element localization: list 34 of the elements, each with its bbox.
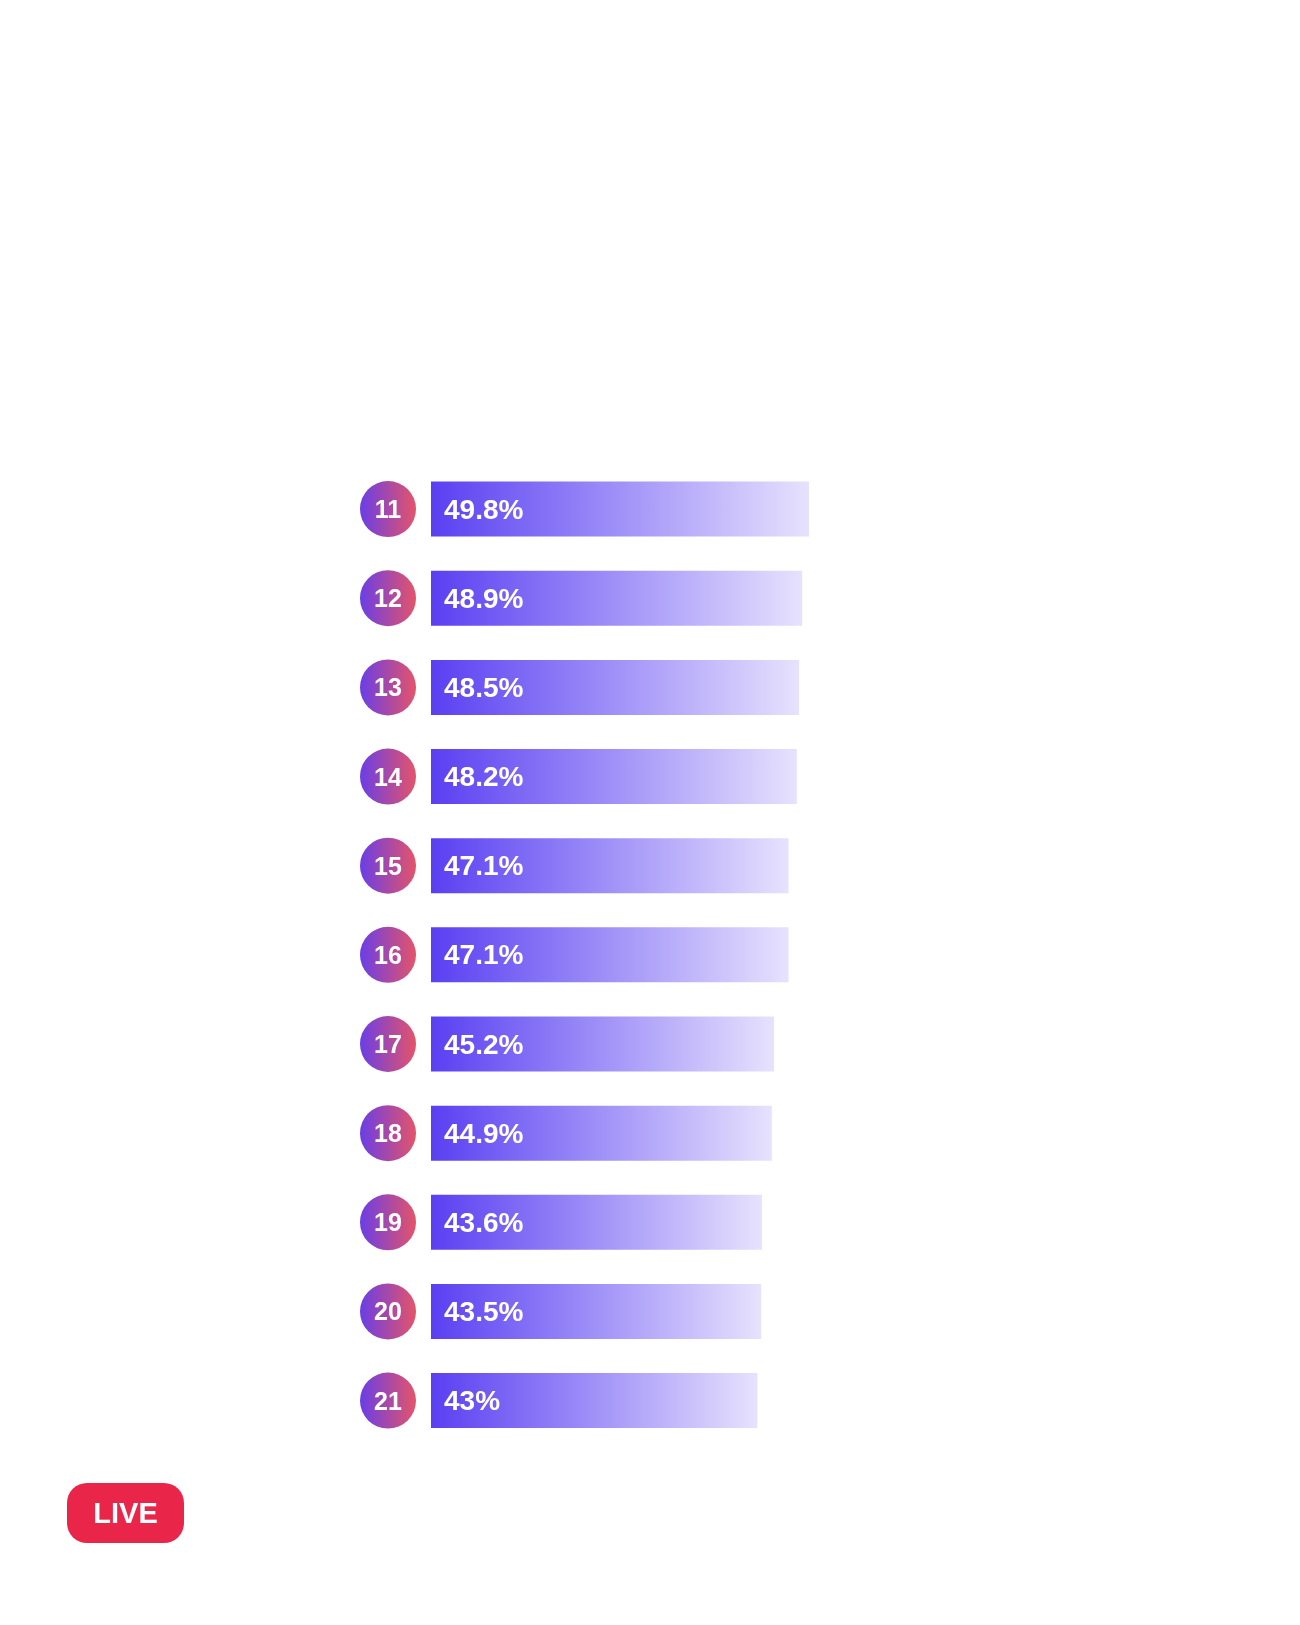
y-tick-label: 20 — [374, 1297, 402, 1326]
y-tick-label: 16 — [374, 940, 402, 969]
data-label: 48.5% — [444, 671, 524, 703]
bar — [431, 749, 797, 805]
data-label: 48.9% — [444, 582, 524, 614]
bar — [431, 1105, 772, 1161]
data-label: 47.1% — [444, 850, 524, 882]
data-label: 43.6% — [444, 1206, 524, 1238]
data-label: 43% — [444, 1385, 501, 1417]
data-label: 44.9% — [444, 1117, 524, 1149]
data-label: 48.2% — [444, 761, 524, 793]
y-tick-label: 15 — [374, 851, 402, 880]
badge: LIVE — [67, 1483, 184, 1543]
y-tick-label: 11 — [374, 495, 402, 524]
bar — [431, 481, 809, 537]
bar — [431, 1016, 775, 1072]
y-tick-label: 12 — [374, 584, 402, 613]
bar — [431, 659, 800, 715]
y-tick-label: 19 — [374, 1208, 402, 1237]
bar — [431, 1283, 762, 1339]
y-tick-label: 18 — [374, 1119, 402, 1148]
data-label: 47.1% — [444, 939, 524, 971]
data-label: 45.2% — [444, 1028, 524, 1060]
y-tick-label: 14 — [374, 762, 402, 791]
data-label: 49.8% — [444, 493, 524, 525]
bar — [431, 570, 803, 626]
bar — [431, 838, 789, 894]
bar — [431, 927, 789, 983]
data-label: 43.5% — [444, 1295, 524, 1327]
bar — [431, 1194, 762, 1250]
y-tick-label: 17 — [374, 1030, 402, 1058]
y-tick-label: 13 — [374, 673, 402, 702]
y-tick-label: 21 — [374, 1386, 402, 1415]
bar — [431, 1373, 758, 1429]
